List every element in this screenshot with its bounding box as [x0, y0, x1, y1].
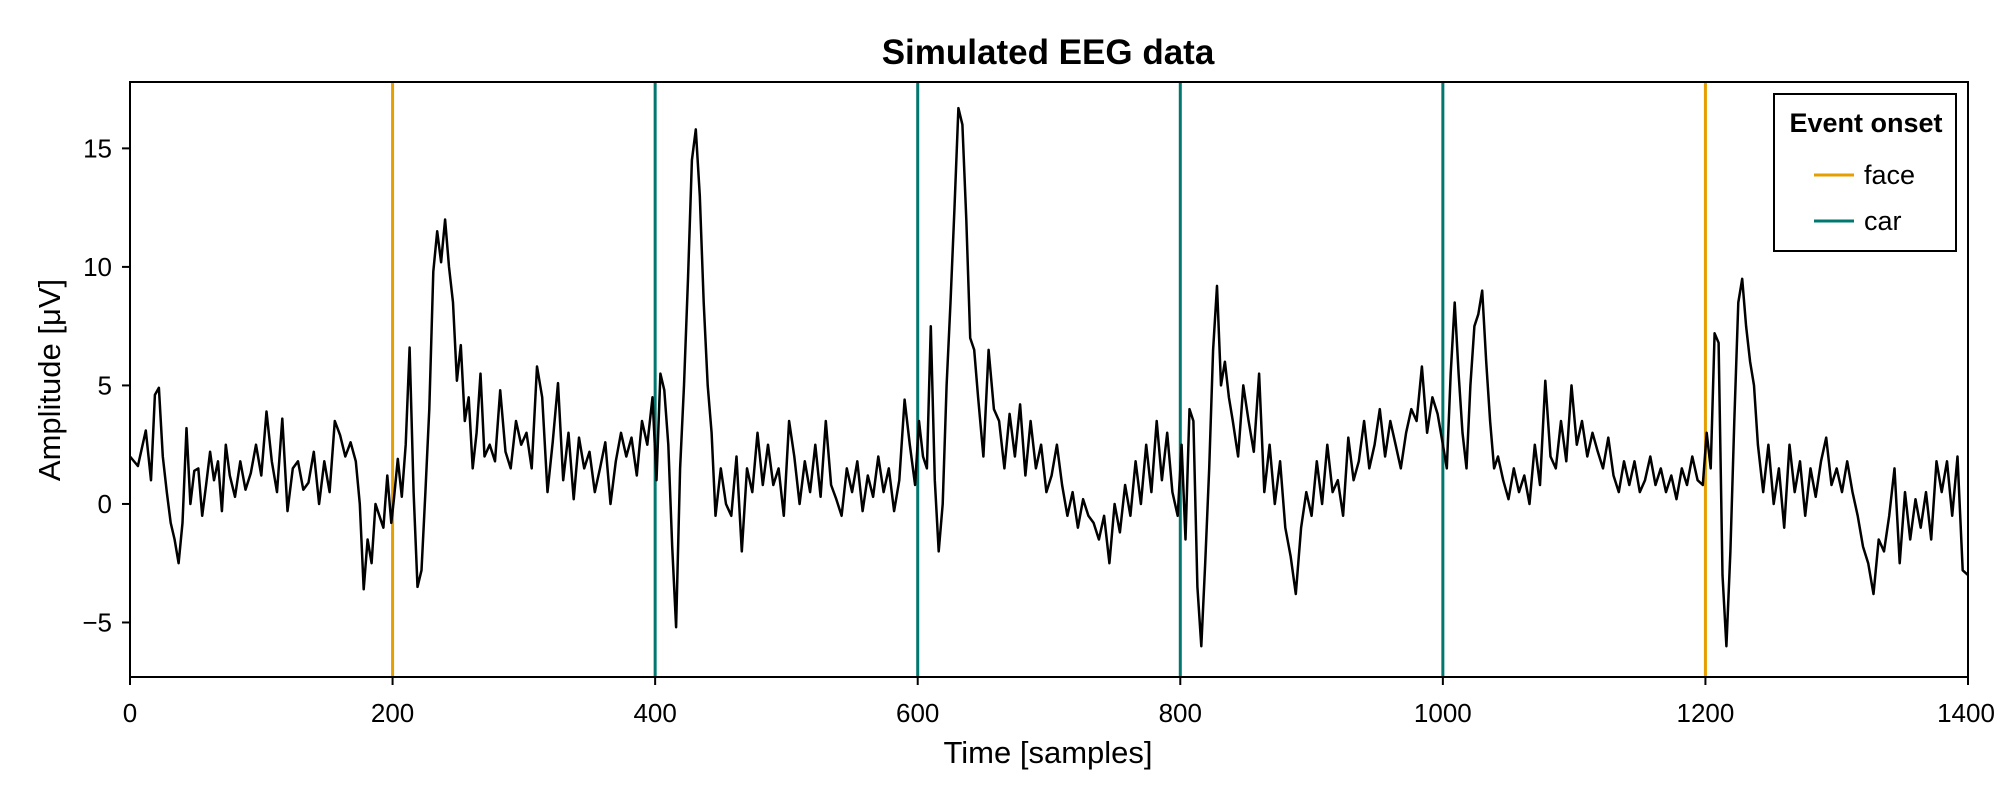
x-tick-label: 1400	[1937, 698, 1995, 728]
x-tick-label: 1200	[1677, 698, 1735, 728]
chart-title: Simulated EEG data	[882, 33, 1215, 72]
eeg-series-line	[129, 106, 1969, 648]
y-tick-label: 10	[83, 252, 112, 282]
legend-box	[1773, 93, 1957, 252]
x-tick-label: 600	[896, 698, 939, 728]
y-axis-label: Amplitude [μV]	[32, 279, 67, 481]
legend-title: Event onset	[1789, 108, 1942, 138]
plot-area	[129, 81, 1969, 678]
y-axis: −5 0 5 10 15	[82, 133, 130, 637]
x-tick-label: 0	[123, 698, 137, 728]
x-tick-label: 800	[1159, 698, 1202, 728]
x-axis: 0 200 400 600 800 1000 1200 1400	[123, 677, 1995, 728]
y-tick-label: 15	[83, 133, 112, 163]
y-tick-label: 5	[98, 370, 112, 400]
x-axis-label: Time [samples]	[943, 735, 1152, 770]
plot-frame	[129, 81, 1969, 678]
legend-label-face: face	[1864, 160, 1915, 190]
x-tick-label: 400	[633, 698, 676, 728]
legend-label-car: car	[1864, 206, 1902, 236]
y-tick-label: 0	[98, 489, 112, 519]
x-tick-label: 1000	[1414, 698, 1472, 728]
x-tick-label: 200	[371, 698, 414, 728]
legend: Event onset face car	[1773, 93, 1957, 252]
y-tick-label: −5	[82, 607, 112, 637]
